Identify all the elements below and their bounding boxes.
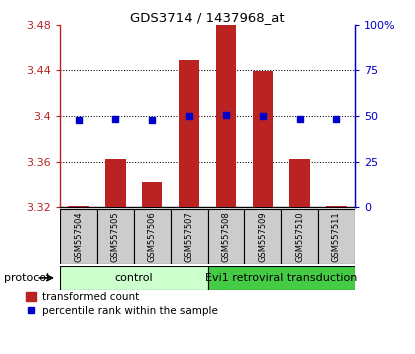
Text: GSM557504: GSM557504 (74, 211, 83, 262)
Text: GSM557506: GSM557506 (148, 211, 157, 262)
Bar (208, 209, 244, 264)
Text: GSM557508: GSM557508 (222, 211, 230, 262)
Bar (244, 209, 281, 264)
Bar (281, 209, 318, 264)
Bar (134, 209, 171, 264)
Bar (253, 72, 273, 207)
Text: GSM557510: GSM557510 (295, 211, 304, 262)
Bar (216, 24, 236, 207)
Legend: transformed count, percentile rank within the sample: transformed count, percentile rank withi… (26, 292, 217, 316)
Bar (179, 60, 199, 207)
Bar (289, 159, 310, 207)
Bar (142, 182, 162, 207)
Text: GSM557505: GSM557505 (111, 211, 120, 262)
Text: GSM557511: GSM557511 (332, 211, 341, 262)
Bar (60, 209, 97, 264)
Text: GSM557507: GSM557507 (185, 211, 193, 262)
Bar (68, 206, 89, 207)
Text: protocol: protocol (4, 273, 49, 283)
Text: GSM557509: GSM557509 (258, 211, 267, 262)
Bar (208, 266, 355, 290)
Text: control: control (115, 273, 153, 283)
Bar (60, 266, 208, 290)
Title: GDS3714 / 1437968_at: GDS3714 / 1437968_at (130, 11, 285, 24)
Bar (97, 209, 134, 264)
Bar (171, 209, 208, 264)
Bar (326, 206, 347, 207)
Bar (318, 209, 355, 264)
Text: Evi1 retroviral transduction: Evi1 retroviral transduction (205, 273, 357, 283)
Bar (105, 159, 126, 207)
